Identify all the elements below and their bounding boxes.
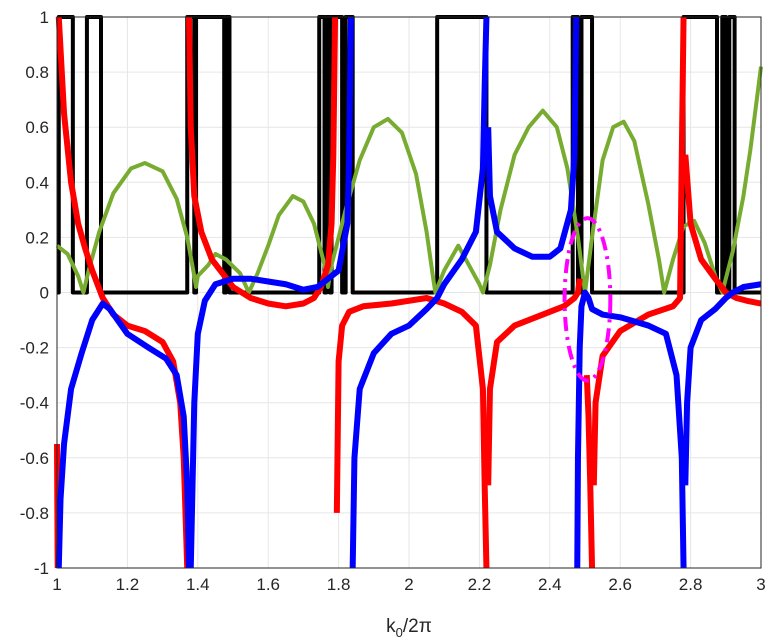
series-blue-segment: [485, 16, 580, 260]
series-red-segment: [583, 375, 596, 569]
x-tick-label: 2.2: [468, 575, 492, 594]
y-tick-labels: 1 0.8 0.6 0.4 0.2 0 -0.2 -0.4 -0.6 -0.8 -1: [20, 8, 49, 578]
series-red-segment: [186, 16, 339, 310]
x-axis-label-subscript: 0: [396, 625, 403, 640]
x-tick-label: 1.6: [256, 575, 280, 594]
y-tick-label: -0.4: [20, 394, 49, 413]
y-tick-label: 0.8: [25, 63, 49, 82]
x-tick-label: 2.6: [608, 575, 632, 594]
annotation-layer: [562, 216, 613, 383]
series-red-segment: [590, 16, 687, 486]
y-tick-label: 1: [40, 8, 49, 27]
series-red-segment: [333, 295, 490, 569]
x-axis-label-tail: /2π: [403, 616, 432, 637]
x-tick-label: 1.4: [186, 575, 210, 594]
y-tick-label: -0.6: [20, 449, 49, 468]
x-axis-label: k0/2π: [386, 616, 432, 640]
x-tick-label: 1: [52, 575, 61, 594]
x-axis-label-main: k: [386, 616, 396, 637]
y-tick-label: 0: [40, 284, 49, 303]
series-blue-segment: [55, 300, 192, 569]
x-tick-labels: 1 1.2 1.4 1.6 1.8 2 2.2 2.4 2.6 2.8 3: [52, 575, 765, 594]
x-tick-label: 2.4: [538, 575, 562, 594]
x-tick-label: 1.2: [116, 575, 140, 594]
y-tick-label: -1: [34, 559, 49, 578]
series-blue-segment: [574, 289, 687, 569]
y-tick-label: 0.2: [25, 228, 49, 247]
series-blue-segment: [187, 16, 354, 569]
x-tick-label: 3: [756, 575, 765, 594]
series-green-segment: [55, 66, 763, 295]
x-tick-label: 2.8: [679, 575, 703, 594]
x-tick-label: 1.8: [327, 575, 351, 594]
x-tick-label: 2: [404, 575, 413, 594]
annotation-ellipse: [562, 216, 613, 383]
y-tick-label: 0.4: [25, 173, 49, 192]
series-red-segment: [485, 278, 583, 486]
y-tick-label: -0.8: [20, 504, 49, 523]
series-red-segment: [682, 154, 762, 307]
series-blue-segment: [682, 281, 762, 486]
y-tick-label: 0.6: [25, 118, 49, 137]
plot-frame: [56, 16, 762, 569]
series-blue-segment: [349, 16, 490, 569]
y-tick-label: -0.2: [20, 339, 49, 358]
